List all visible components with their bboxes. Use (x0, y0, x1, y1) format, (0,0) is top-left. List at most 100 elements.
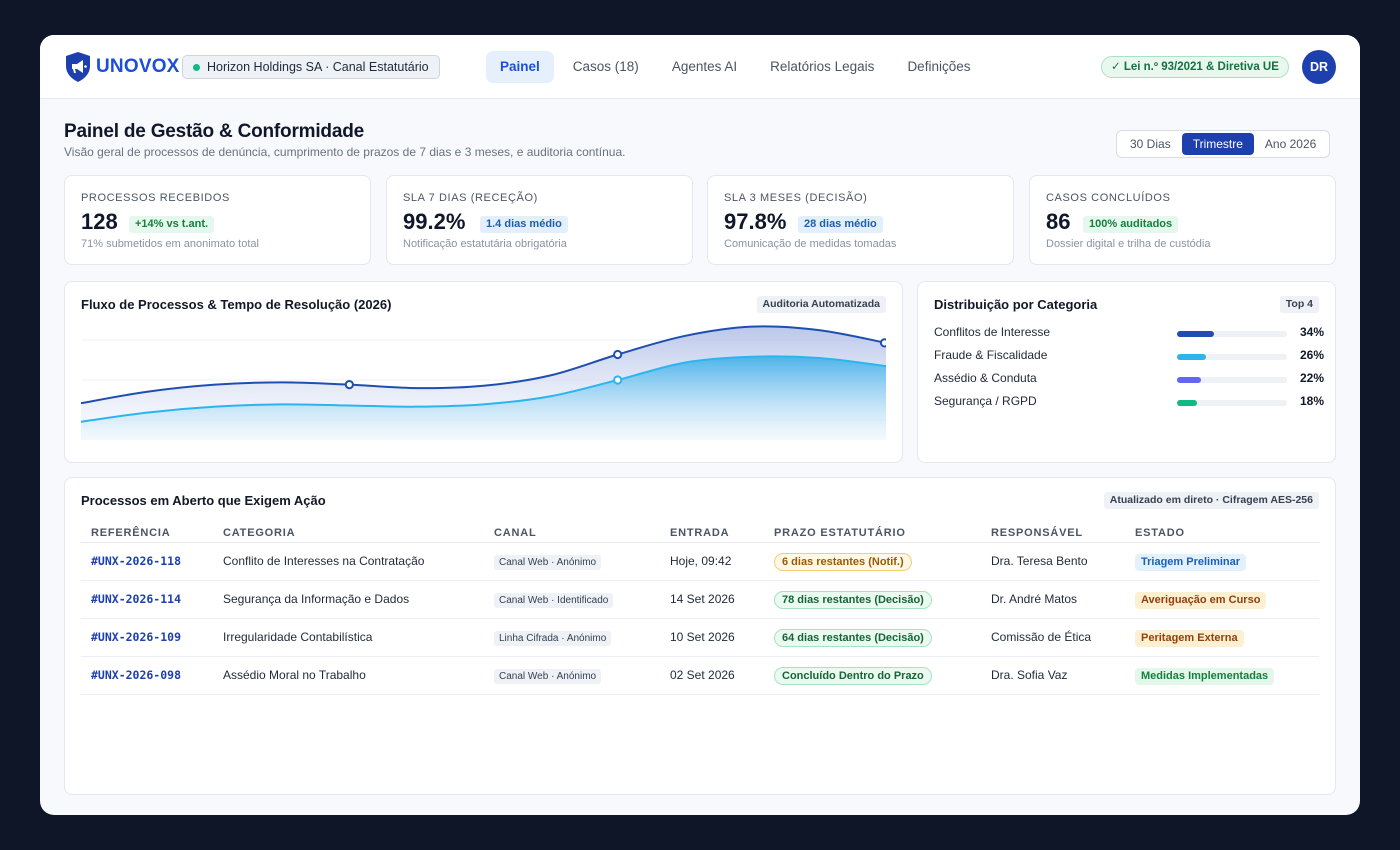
nav-tab-agentes-ai[interactable]: Agentes AI (671, 59, 738, 74)
column-header-categoria[interactable]: Categoria (223, 527, 296, 539)
series-0-point-12[interactable] (879, 338, 886, 348)
kpi-badge: 28 dias médio (798, 216, 883, 233)
category-percent: 18% (1299, 394, 1324, 408)
kpi-label: Processos Recebidos (81, 192, 230, 204)
progress-track (1177, 400, 1287, 406)
kpi-note: 71% submetidos em anonimato total (81, 238, 259, 250)
case-entry-date: 02 Set 2026 (670, 668, 735, 682)
case-reference-link[interactable]: #UNX-2026-114 (91, 592, 182, 606)
range-trimestre[interactable]: Trimestre (1181, 133, 1254, 155)
series-0-point-8[interactable] (613, 349, 623, 360)
distribution-row: Conflitos de Interesse 34% (934, 324, 1324, 342)
table-row[interactable]: #UNX-2026-098 Assédio Moral no Trabalho … (81, 657, 1319, 695)
open-cases-title: Processos em Aberto que Exigem Ação (81, 493, 326, 508)
kpi-badge: 100% auditados (1083, 216, 1179, 233)
organization-label: Horizon Holdings SA · Canal Estatutário (207, 60, 429, 74)
case-owner: Dra. Sofia Vaz (991, 668, 1068, 682)
organization-selector[interactable]: Horizon Holdings SA · Canal Estatutário (182, 55, 440, 79)
kpi-card-casos-concluidos: Casos Concluídos 86 100% auditados Dossi… (1029, 175, 1336, 265)
case-channel-badge: Linha Cifrada · Anónimo (494, 631, 612, 646)
progress-fill (1177, 354, 1206, 360)
case-channel-badge: Canal Web · Anónimo (494, 555, 602, 570)
shield-megaphone-icon (66, 52, 90, 82)
status-badge: Medidas Implementadas (1135, 668, 1275, 685)
column-header-entrada[interactable]: Entrada (670, 527, 730, 539)
kpi-label: SLA 3 Meses (Decisão) (724, 192, 868, 204)
category-name: Assédio & Conduta (934, 371, 1037, 385)
table-row[interactable]: #UNX-2026-118 Conflito de Interesses na … (81, 543, 1319, 581)
status-badge: Averiguação em Curso (1135, 592, 1267, 609)
case-reference-link[interactable]: #UNX-2026-109 (91, 630, 182, 644)
table-row[interactable]: #UNX-2026-114 Segurança da Informação e … (81, 581, 1319, 619)
top-4-tag: Top 4 (1279, 296, 1319, 313)
case-owner: Comissão de Ética (991, 630, 1092, 644)
audit-tag: Auditoria Automatizada (756, 296, 886, 313)
flow-chart-title: Fluxo de Processos & Tempo de Resolução … (81, 297, 392, 312)
case-owner: Dr. André Matos (991, 592, 1078, 606)
kpi-card-sla-3-meses: SLA 3 Meses (Decisão) 97.8% 28 dias médi… (707, 175, 1014, 265)
distribution-row: Fraude & Fiscalidade 26% (934, 347, 1324, 365)
case-category: Conflito de Interesses na Contratação (223, 554, 425, 568)
column-header-referencia[interactable]: Referência (91, 527, 171, 539)
case-entry-date: 10 Set 2026 (670, 630, 735, 644)
category-name: Segurança / RGPD (934, 394, 1037, 408)
case-channel-badge: Canal Web · Anónimo (494, 669, 602, 684)
brand-logo[interactable]: UNOVOX (64, 51, 180, 83)
category-name: Fraude & Fiscalidade (934, 348, 1048, 362)
progress-track (1177, 331, 1287, 337)
range-30-dias[interactable]: 30 Dias (1130, 137, 1171, 151)
series-1-point-8[interactable] (613, 375, 623, 385)
kpi-label: Casos Concluídos (1046, 192, 1171, 204)
column-header-estado[interactable]: Estado (1135, 527, 1185, 539)
status-dot-icon (193, 64, 200, 71)
table-row[interactable]: #UNX-2026-109 Irregularidade Contabilíst… (81, 619, 1319, 657)
page-subtitle: Visão geral de processos de denúncia, cu… (64, 145, 626, 159)
column-header-responsavel[interactable]: Responsável (991, 527, 1083, 539)
column-header-prazo[interactable]: Prazo Estatutário (774, 527, 906, 539)
kpi-card-processos-recebidos: Processos Recebidos 128 +14% vs t.ant. 7… (64, 175, 371, 265)
progress-track (1177, 377, 1287, 383)
case-channel-badge: Canal Web · Identificado (494, 593, 614, 608)
nav-tab-painel[interactable]: Painel (486, 51, 554, 83)
category-percent: 22% (1299, 371, 1324, 385)
kpi-note: Dossier digital e trilha de custódia (1046, 238, 1211, 250)
open-cases-panel: Processos em Aberto que Exigem Ação Atua… (64, 477, 1336, 795)
status-badge: Triagem Preliminar (1135, 554, 1247, 571)
category-name: Conflitos de Interesse (934, 325, 1051, 339)
distribution-title: Distribuição por Categoria (934, 297, 1098, 312)
series-1-area (81, 356, 886, 440)
kpi-value: 86 (1046, 209, 1071, 234)
column-header-canal[interactable]: Canal (494, 527, 537, 539)
kpi-badge: +14% vs t.ant. (129, 216, 215, 233)
category-percent: 26% (1299, 348, 1324, 362)
top-navigation-bar: UNOVOX Horizon Holdings SA · Canal Estat… (40, 35, 1360, 99)
kpi-label: SLA 7 Dias (Receção) (403, 192, 538, 204)
progress-fill (1177, 331, 1215, 337)
nav-tab-definicoes[interactable]: Definições (907, 59, 971, 74)
nav-tab-casos[interactable]: Casos (18) (572, 59, 639, 74)
category-percent: 34% (1299, 325, 1324, 339)
category-distribution-panel: Distribuição por Categoria Top 4 Conflit… (917, 281, 1336, 463)
case-reference-link[interactable]: #UNX-2026-098 (91, 668, 182, 682)
progress-track (1177, 354, 1287, 360)
distribution-row: Segurança / RGPD 18% (934, 393, 1324, 411)
flow-chart (81, 325, 886, 440)
range-ano-2026[interactable]: Ano 2026 (1264, 137, 1317, 151)
progress-fill (1177, 400, 1197, 406)
kpi-note: Notificação estatutária obrigatória (403, 238, 567, 250)
series-1-line (81, 355, 886, 423)
page-title: Painel de Gestão & Conformidade (64, 121, 364, 142)
case-reference-link[interactable]: #UNX-2026-118 (91, 554, 182, 568)
main-nav: Painel Casos (18) Agentes AI Relatórios … (486, 51, 989, 83)
case-owner: Dra. Teresa Bento (991, 554, 1088, 568)
nav-tab-relatorios-legais[interactable]: Relatórios Legais (770, 59, 875, 74)
case-entry-date: 14 Set 2026 (670, 592, 735, 606)
case-category: Segurança da Informação e Dados (223, 592, 410, 606)
date-range-selector: 30 Dias Trimestre Ano 2026 (1116, 130, 1331, 158)
user-avatar[interactable]: DR (1302, 50, 1336, 84)
case-category: Assédio Moral no Trabalho (223, 668, 366, 682)
compliance-badge: ✓ Lei n.º 93/2021 & Diretiva UE (1101, 56, 1289, 78)
deadline-badge: 64 dias restantes (Decisão) (774, 629, 932, 647)
series-0-point-4[interactable] (344, 380, 354, 390)
status-badge: Peritagem Externa (1135, 630, 1244, 647)
